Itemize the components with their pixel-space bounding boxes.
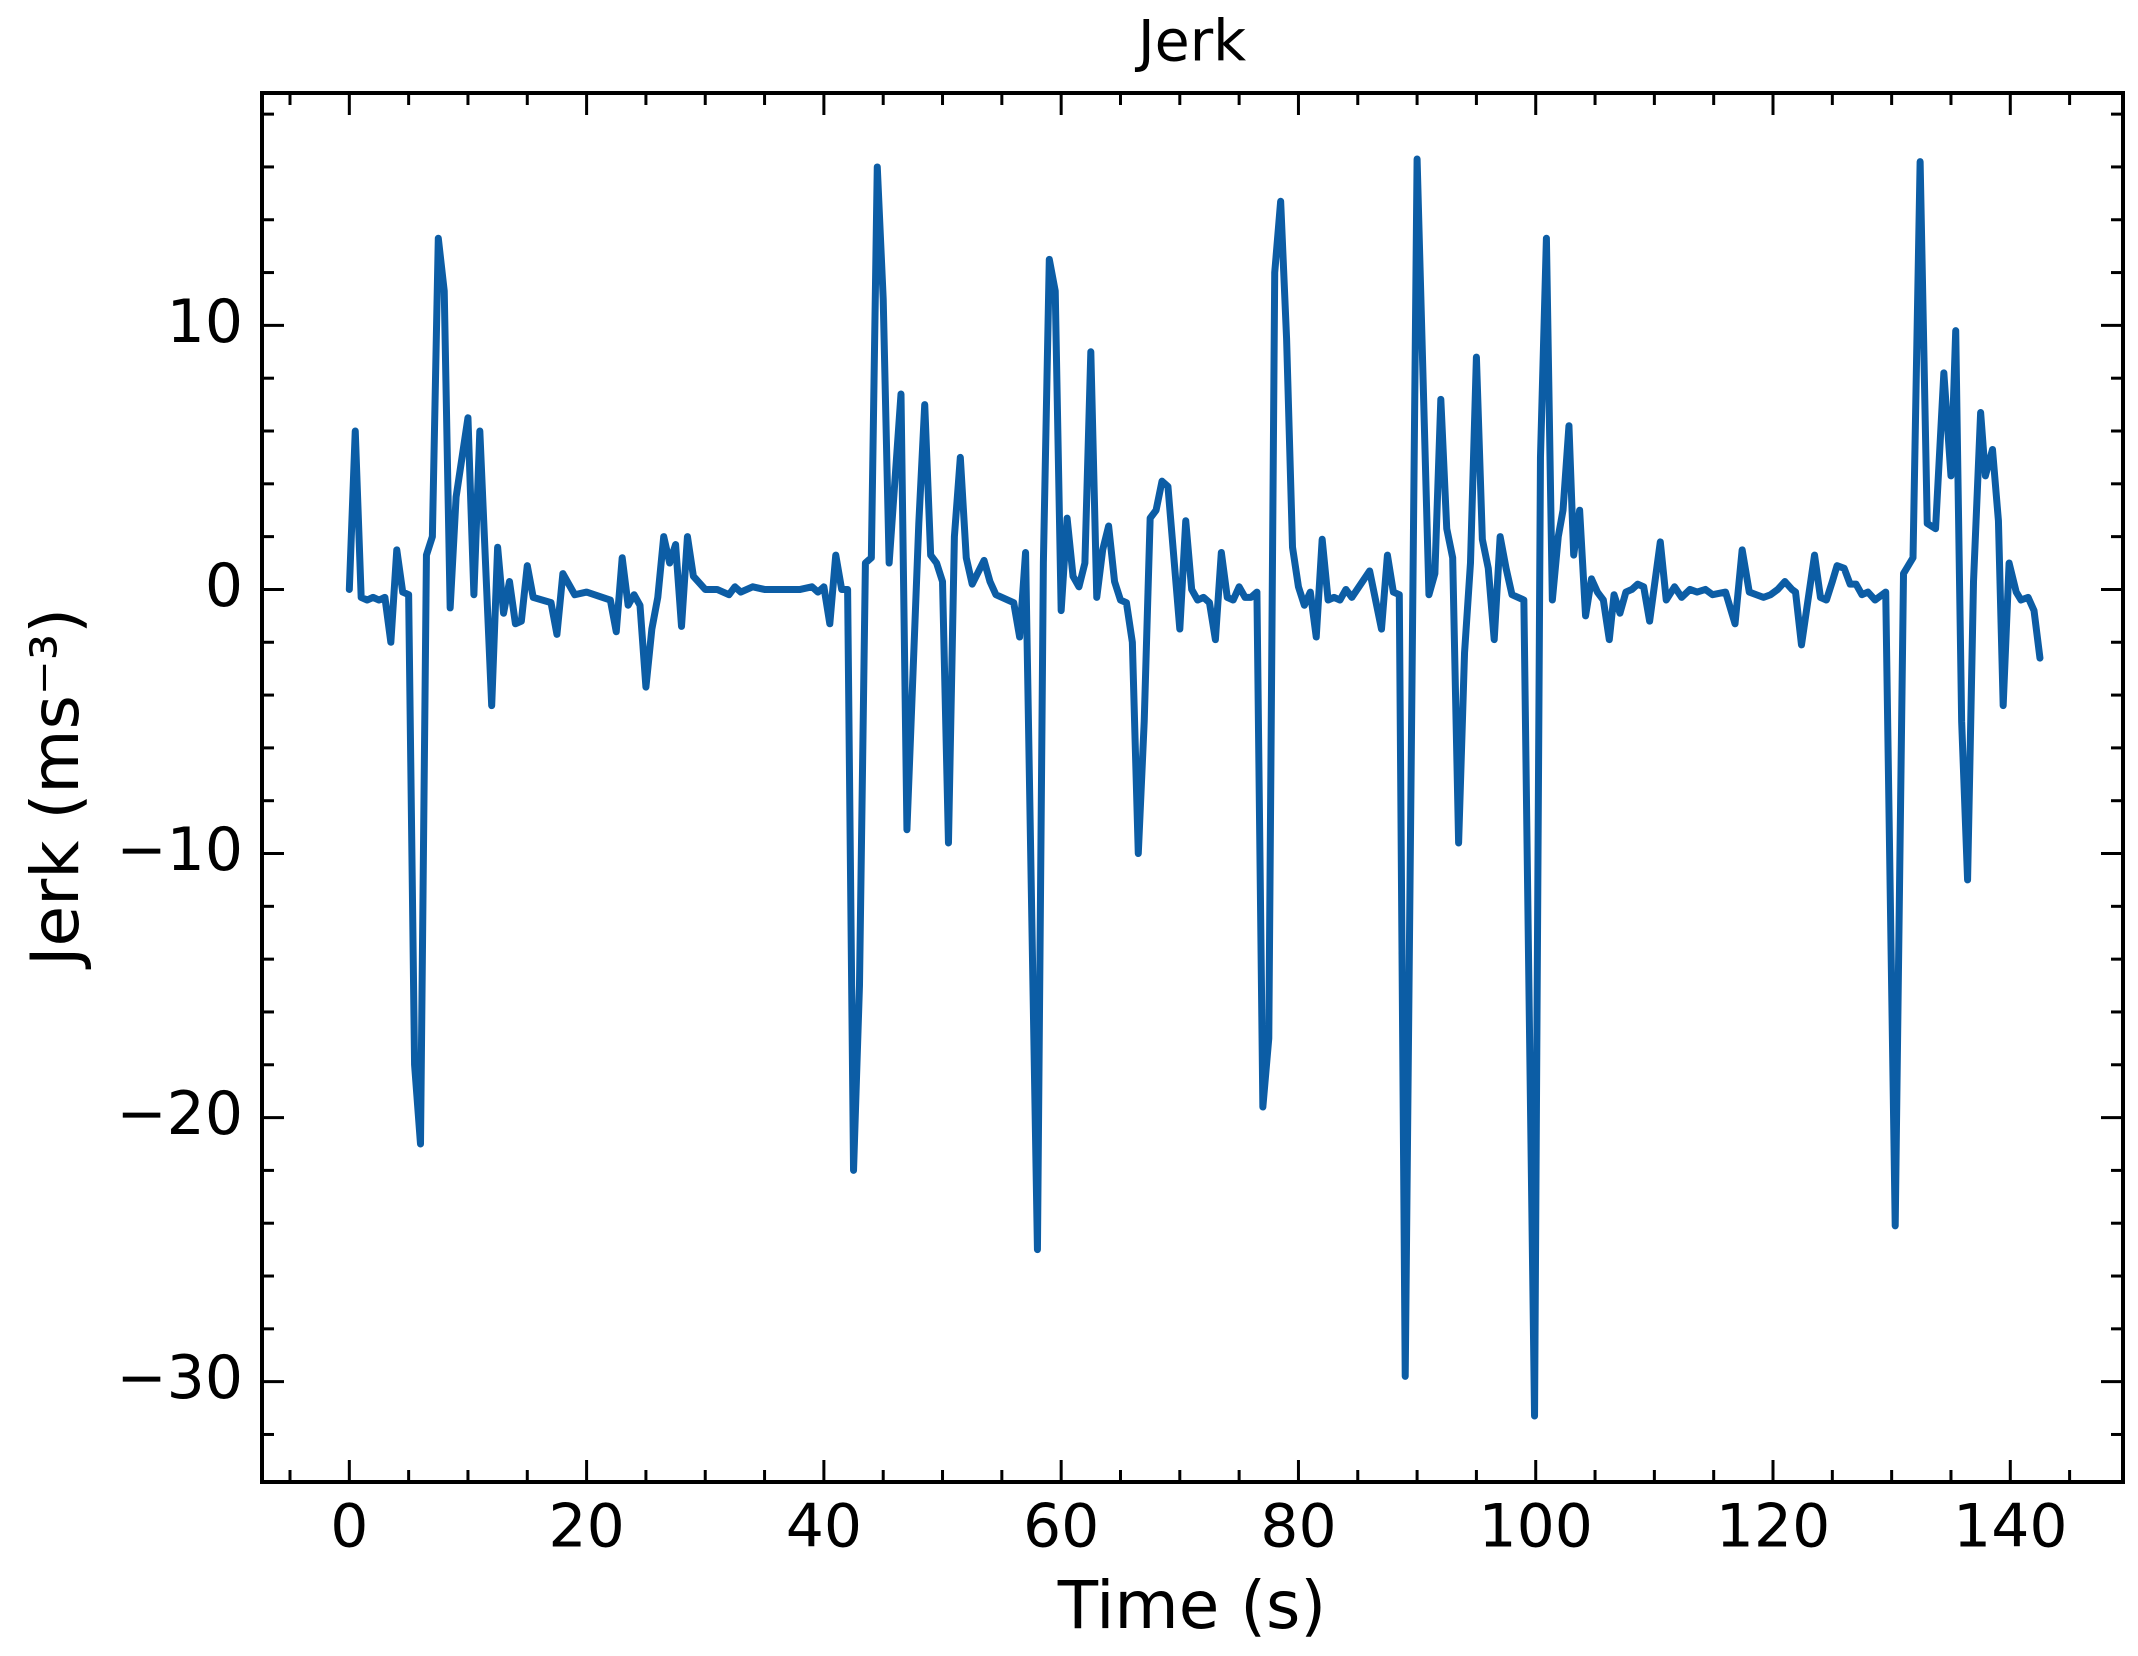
y-tick-label: 10 <box>167 287 243 357</box>
x-tick-label: 140 <box>1953 1492 2068 1562</box>
y-tick-label: −20 <box>116 1079 243 1149</box>
x-tick-label: 80 <box>1260 1492 1336 1562</box>
plot-area <box>345 155 2044 1420</box>
x-tick-label: 120 <box>1716 1492 1831 1562</box>
chart-title: Jerk <box>1135 9 1246 75</box>
y-tick-label: −30 <box>116 1343 243 1413</box>
axes-frame <box>260 91 2125 1484</box>
data-line <box>345 155 2044 1420</box>
x-tick-label: 40 <box>786 1492 862 1562</box>
x-tick-label: 20 <box>548 1492 624 1562</box>
x-tick-label: 60 <box>1023 1492 1099 1562</box>
x-tick-label: 0 <box>330 1492 368 1562</box>
y-axis-label: Jerk (ms⁻³) <box>17 608 94 970</box>
x-axis-label: Time (s) <box>1057 1567 1326 1644</box>
y-tick-label: 0 <box>205 551 243 621</box>
x-tick-label: 100 <box>1478 1492 1593 1562</box>
y-tick-label: −10 <box>116 815 243 885</box>
